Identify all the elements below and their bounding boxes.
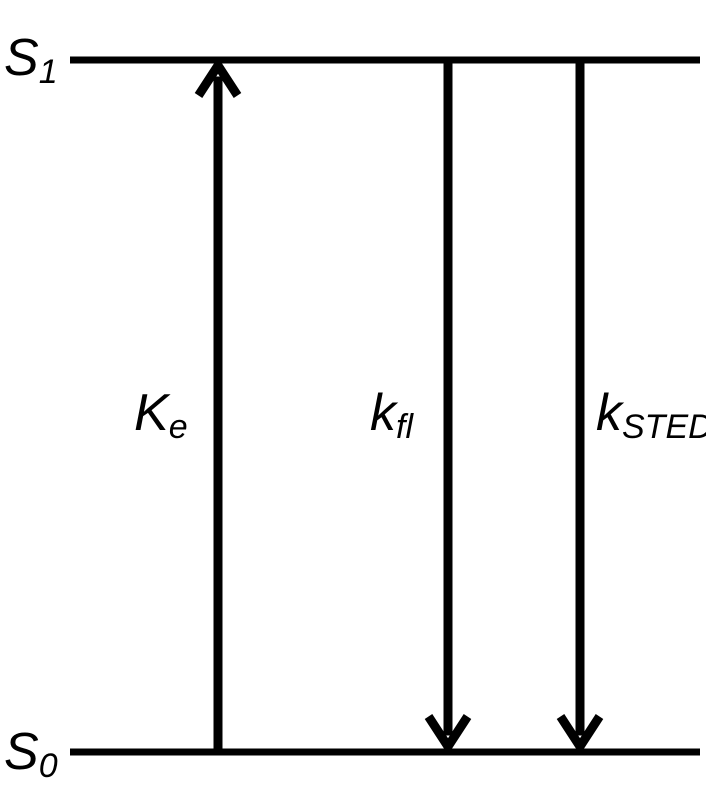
- energy-level-diagram: S1S0KekflkSTED: [0, 0, 706, 792]
